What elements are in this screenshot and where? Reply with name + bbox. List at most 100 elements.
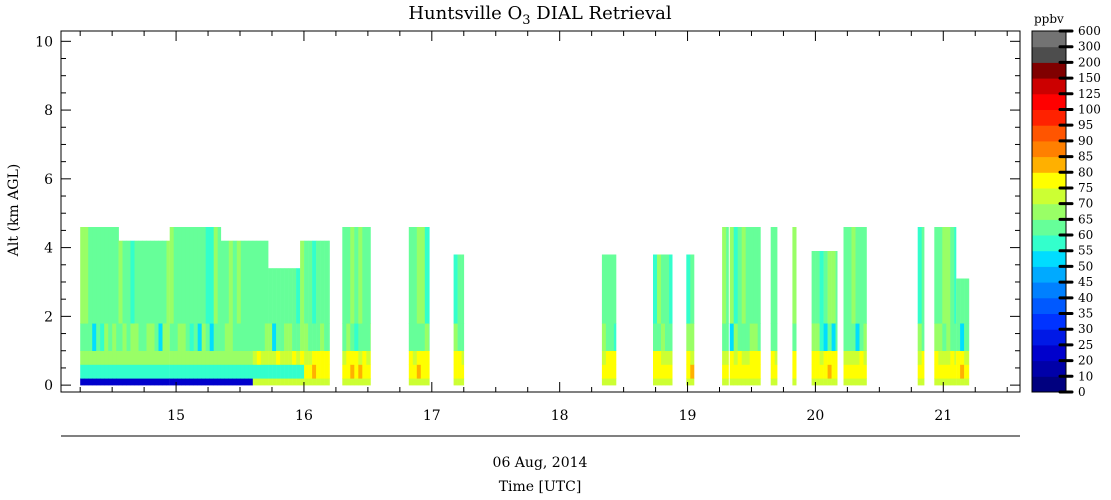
heatmap-cell xyxy=(308,364,313,379)
heatmap-cell xyxy=(661,323,666,351)
heatmap-cell xyxy=(346,227,351,324)
heatmap-cell xyxy=(457,364,462,379)
heatmap-cell xyxy=(268,268,273,324)
heatmap-cell xyxy=(205,378,210,386)
heatmap-cell xyxy=(770,350,775,365)
heatmap-cell xyxy=(613,254,617,324)
heatmap-cell xyxy=(244,323,250,351)
heatmap-cell xyxy=(205,323,210,351)
colorbar-label: 100 xyxy=(1078,102,1101,116)
heatmap-cell xyxy=(252,378,258,386)
colorbar-swatch xyxy=(1032,360,1066,377)
heatmap-cell xyxy=(457,350,462,365)
heatmap-cell xyxy=(921,364,925,379)
heatmap-cell xyxy=(189,364,194,379)
heatmap-cell xyxy=(851,378,856,386)
heatmap-cell xyxy=(749,350,754,365)
heatmap-cell xyxy=(260,378,266,386)
heatmap-cell xyxy=(193,364,198,379)
heatmap-cell xyxy=(217,364,222,379)
heatmap-cell xyxy=(134,323,139,351)
heatmap-cell xyxy=(757,323,761,351)
heatmap-cell xyxy=(96,378,101,386)
heatmap-cell xyxy=(964,350,969,365)
heatmap-cell xyxy=(843,378,848,386)
colorbar-swatch xyxy=(1032,344,1066,362)
heatmap-cell xyxy=(292,378,297,386)
colorbar-unit: ppbv xyxy=(1034,12,1064,26)
heatmap-cell xyxy=(209,227,214,324)
heatmap-cell xyxy=(745,378,750,386)
heatmap-cell xyxy=(236,323,242,351)
heatmap-cell xyxy=(921,323,925,351)
heatmap-cell xyxy=(946,227,951,324)
heatmap-cell xyxy=(420,323,426,351)
heatmap-cell xyxy=(217,378,222,386)
heatmap-cell xyxy=(193,378,198,386)
heatmap-cell xyxy=(827,350,832,365)
heatmap-cell xyxy=(300,240,305,324)
colorbar-label: 35 xyxy=(1078,307,1093,321)
heatmap-cell xyxy=(729,350,734,365)
heatmap-cell xyxy=(224,240,230,324)
colorbar-swatch xyxy=(1032,156,1066,173)
heatmap-cell xyxy=(116,378,119,386)
heatmap-cell xyxy=(324,323,329,351)
heatmap-cell xyxy=(146,323,151,351)
heatmap-cell xyxy=(605,378,611,386)
heatmap-cell xyxy=(420,378,426,386)
heatmap-cell xyxy=(729,227,734,324)
heatmap-cell xyxy=(134,350,139,365)
heatmap-cell xyxy=(116,227,119,324)
heatmap-cell xyxy=(950,227,955,324)
heatmap-cell xyxy=(96,323,101,351)
heatmap-cell xyxy=(823,350,828,365)
heatmap-cell xyxy=(722,350,727,365)
heatmap-cell xyxy=(745,323,750,351)
heatmap-cell xyxy=(116,350,119,365)
heatmap-cell xyxy=(366,350,371,365)
heatmap-cell xyxy=(276,364,281,379)
heatmap-cell xyxy=(453,254,458,324)
heatmap-cell xyxy=(745,364,750,379)
heatmap-cell xyxy=(100,378,105,386)
heatmap-cell xyxy=(185,323,190,351)
heatmap-cell xyxy=(92,227,97,324)
heatmap-cell xyxy=(954,378,957,386)
heatmap-cell xyxy=(358,364,363,379)
colorbar-swatch xyxy=(1032,266,1066,283)
heatmap-cell xyxy=(166,364,170,379)
heatmap-cell xyxy=(173,350,178,365)
heatmap-cell xyxy=(729,323,734,351)
heatmap-cell xyxy=(158,378,163,386)
heatmap-cell xyxy=(284,364,289,379)
heatmap-cell xyxy=(815,364,820,379)
colorbar-swatch xyxy=(1032,125,1066,142)
heatmap-cell xyxy=(308,240,313,324)
heatmap-cell xyxy=(154,350,159,365)
heatmap-cell xyxy=(112,350,117,365)
heatmap-cell xyxy=(835,251,838,324)
heatmap-cell xyxy=(354,350,359,365)
heatmap-cell xyxy=(827,251,832,324)
heatmap-cell xyxy=(268,350,273,365)
y-tick-label: 0 xyxy=(44,378,53,394)
heatmap-cell xyxy=(201,378,206,386)
heatmap-cell xyxy=(601,378,607,386)
heatmap-cell xyxy=(350,323,355,351)
heatmap-cell xyxy=(942,227,947,324)
heatmap-cell xyxy=(158,240,163,324)
heatmap-cell xyxy=(108,364,113,379)
heatmap-cell xyxy=(116,364,119,379)
heatmap-cell xyxy=(154,378,159,386)
heatmap-cell xyxy=(181,323,186,351)
heatmap-cell xyxy=(917,350,922,365)
heatmap-cell xyxy=(88,364,93,379)
heatmap-cell xyxy=(88,323,93,351)
heatmap-cell xyxy=(408,323,414,351)
heatmap-cell xyxy=(122,240,127,324)
heatmap-cell xyxy=(749,378,754,386)
heatmap-cell xyxy=(146,378,151,386)
heatmap-cell xyxy=(92,323,97,351)
heatmap-cell xyxy=(665,350,670,365)
